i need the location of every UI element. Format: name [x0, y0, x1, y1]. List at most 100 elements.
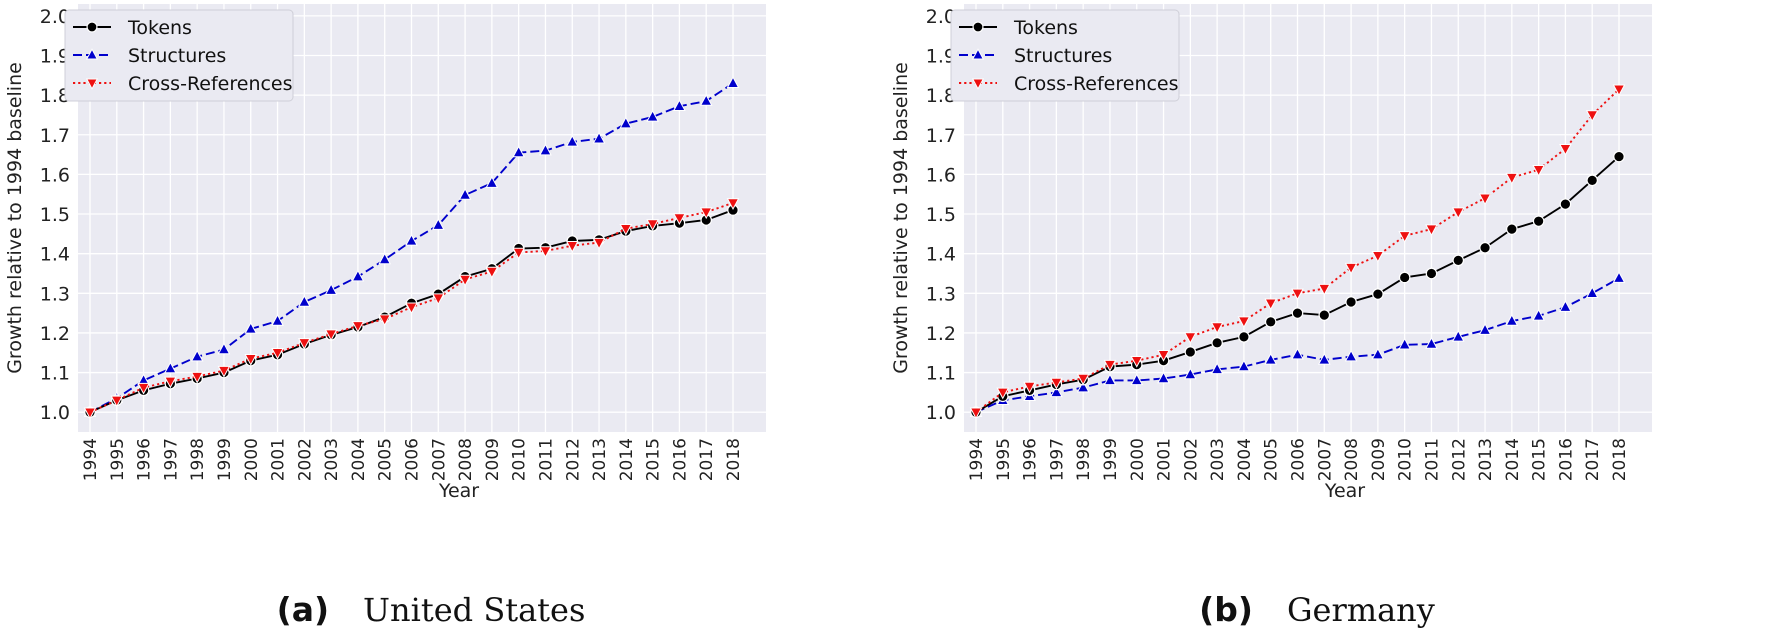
- data-point-structures: [1076, 380, 1090, 393]
- x-tick-label: 2014: [617, 438, 637, 481]
- data-point-structures: [1291, 347, 1304, 360]
- data-point-cross-references: [619, 224, 633, 236]
- data-point-structures: [512, 145, 526, 158]
- legend: Tokens Structures Cross-References: [950, 9, 1180, 102]
- x-tick-label: 1995: [994, 438, 1014, 481]
- y-tick-label: 1.7: [926, 125, 956, 147]
- data-point-cross-references: [1210, 322, 1224, 335]
- data-point-structures: [646, 109, 659, 122]
- data-point-tokens: [1532, 215, 1545, 227]
- data-point-structures: [726, 76, 740, 88]
- x-tick-label: 2015: [1530, 438, 1550, 481]
- data-point-cross-references: [244, 353, 258, 366]
- data-point-cross-references: [1317, 283, 1331, 296]
- data-point-structures: [1398, 337, 1412, 350]
- x-tick-label: 2007: [429, 438, 449, 481]
- x-tick-label: 2016: [1556, 438, 1576, 481]
- data-point-structures: [592, 131, 606, 144]
- caption-letter: (b): [1199, 590, 1253, 629]
- legend-label-structures: Structures: [1014, 45, 1112, 67]
- data-point-structures: [565, 134, 579, 147]
- data-point-cross-references: [351, 321, 365, 333]
- data-point-cross-references: [1532, 164, 1545, 177]
- data-point-cross-references: [1050, 377, 1063, 390]
- x-tick-label: 2003: [1208, 438, 1228, 481]
- data-point-structures: [1585, 286, 1599, 298]
- data-point-cross-references: [1076, 373, 1090, 386]
- data-point-cross-references: [1023, 381, 1036, 394]
- x-tick-label: 1996: [1021, 438, 1041, 481]
- y-tick-label: 1.8: [926, 85, 956, 107]
- x-axis-label: Year: [1324, 480, 1365, 502]
- legend-box: [950, 9, 1180, 102]
- data-point-structures: [351, 269, 365, 282]
- x-tick-label: 2003: [322, 438, 342, 481]
- data-point-cross-references: [378, 314, 392, 327]
- data-point-tokens: [1211, 337, 1223, 349]
- y-tick-label: 1.2: [926, 323, 956, 345]
- data-point-cross-references: [1157, 350, 1170, 362]
- data-point-cross-references: [1237, 316, 1251, 329]
- x-tick-label: 1999: [1101, 438, 1121, 481]
- data-point-cross-references: [164, 376, 177, 389]
- data-point-cross-references: [1559, 143, 1572, 156]
- data-point-tokens: [1318, 309, 1331, 321]
- data-point-cross-references: [539, 246, 552, 258]
- data-point-cross-references: [271, 348, 284, 360]
- x-tick-label: 2013: [590, 438, 610, 481]
- x-tick-label: 1994: [81, 438, 101, 481]
- data-point-structures: [1371, 347, 1385, 360]
- x-tick-label: 2015: [644, 438, 664, 481]
- data-point-structures: [1157, 371, 1170, 384]
- legend-marker-structures: [85, 48, 99, 60]
- data-point-tokens: [1238, 331, 1250, 343]
- data-point-cross-references: [1183, 332, 1197, 344]
- data-point-cross-references: [485, 266, 499, 279]
- x-tick-label: 2009: [483, 438, 503, 481]
- x-tick-label: 2007: [1315, 438, 1335, 481]
- caption-united-states: (a) United States: [0, 590, 874, 629]
- legend-label-cross-references: Cross-References: [128, 73, 293, 95]
- data-point-tokens: [1479, 241, 1491, 254]
- data-point-cross-references: [1371, 250, 1385, 263]
- y-tick-label: 1.6: [40, 164, 70, 186]
- legend-marker-tokens: [86, 21, 98, 33]
- y-tick-label: 1.5: [40, 204, 70, 226]
- x-tick-label: 2014: [1503, 438, 1523, 481]
- caption-title: Germany: [1286, 591, 1435, 629]
- data-point-tokens: [1264, 316, 1277, 328]
- legend-label-cross-references: Cross-References: [1014, 73, 1179, 95]
- y-tick-label: 2.0: [926, 6, 956, 28]
- x-tick-label: 2010: [1396, 438, 1416, 481]
- data-point-cross-references: [646, 219, 659, 231]
- y-tick-label: 1.9: [926, 46, 956, 68]
- data-point-structures: [405, 233, 418, 246]
- y-tick-label: 1.6: [926, 164, 956, 186]
- data-point-tokens: [1452, 254, 1465, 267]
- y-tick-label: 1.4: [40, 244, 70, 266]
- legend-marker-cross-references: [971, 78, 985, 90]
- data-point-cross-references: [1264, 298, 1278, 311]
- data-point-structures: [1559, 300, 1572, 312]
- data-point-cross-references: [726, 198, 740, 210]
- y-axis-label: Growth relative to 1994 baseline: [890, 62, 912, 374]
- data-point-tokens: [1559, 198, 1572, 210]
- x-tick-label: 2012: [563, 438, 583, 481]
- x-tick-label: 2009: [1369, 438, 1389, 481]
- caption-title: United States: [363, 591, 586, 629]
- data-point-structures: [539, 143, 552, 156]
- data-point-cross-references: [592, 237, 606, 250]
- data-point-structures: [1210, 362, 1224, 375]
- data-point-tokens: [1345, 296, 1357, 308]
- data-point-tokens: [1586, 174, 1599, 187]
- data-point-structures: [271, 313, 284, 326]
- chart-panel-germany: 1.0 1.1 1.2 1.3 1.4 1.5 1.6 1.7 1.8 1.9 2.0 1994 199…: [886, 0, 1772, 637]
- data-point-cross-references: [673, 213, 686, 226]
- x-tick-label: 1999: [215, 438, 235, 481]
- caption-germany: (b) Germany: [874, 590, 1760, 629]
- data-point-cross-references: [297, 338, 311, 350]
- data-point-tokens: [1372, 288, 1384, 300]
- data-point-structures: [1317, 352, 1331, 365]
- x-tick-label: 2001: [1155, 438, 1175, 481]
- chart-united-states: 1.0 1.1 1.2 1.3 1.4 1.5 1.6 1.7 1.8 1.9 2.0 1994 199…: [4, 4, 766, 502]
